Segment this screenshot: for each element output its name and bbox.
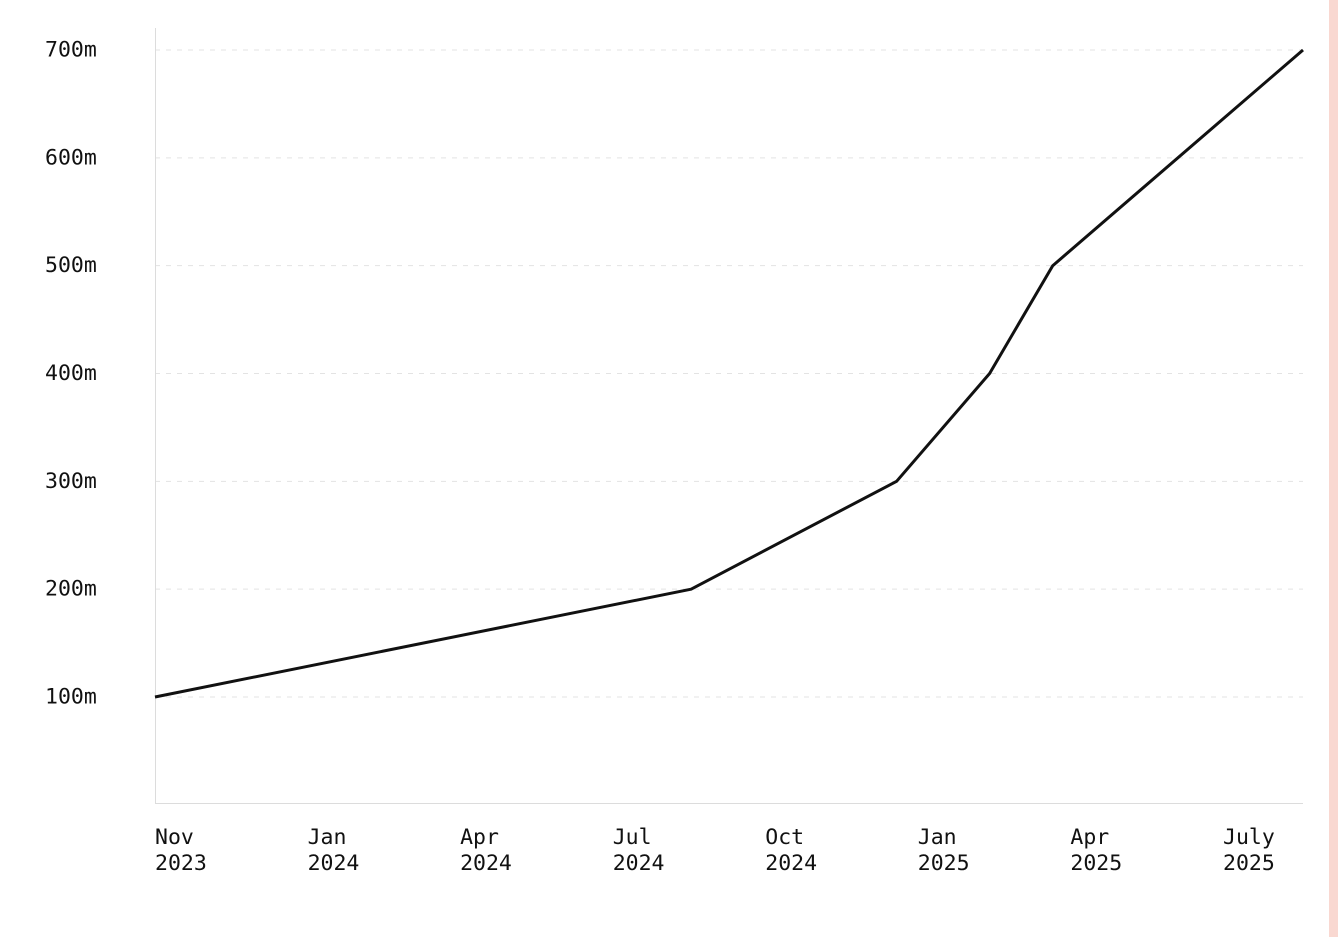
x-tick-label-year: 2024	[460, 851, 512, 876]
series-line	[154, 48, 1304, 699]
x-tick-label-month: Apr	[460, 825, 499, 850]
x-tick-label-year: 2024	[765, 851, 817, 876]
x-tick-label-year: 2024	[308, 851, 360, 876]
right-edge-strip	[1329, 0, 1338, 937]
x-tick-label-year: 2025	[918, 851, 970, 876]
x-tick-label-month: Jul	[613, 825, 652, 850]
x-tick-label-year: 2023	[155, 851, 207, 876]
y-tick-label: 700m	[45, 38, 97, 63]
x-tick-label-year: 2025	[1223, 851, 1275, 876]
x-tick-label-month: Jan	[918, 825, 957, 850]
x-tick-label-month: Oct	[765, 825, 804, 850]
y-tick-label: 200m	[45, 577, 97, 602]
x-tick-label-month: Jan	[308, 825, 347, 850]
y-tick-label: 100m	[45, 685, 97, 710]
x-tick-label-month: Apr	[1070, 825, 1109, 850]
y-tick-label: 400m	[45, 361, 97, 386]
y-tick-label: 600m	[45, 145, 97, 170]
x-tick-label-year: 2025	[1070, 851, 1122, 876]
y-tick-label: 300m	[45, 469, 97, 494]
x-tick-label-month: July	[1223, 825, 1275, 850]
x-tick-label-month: Nov	[155, 825, 194, 850]
x-tick-label-year: 2024	[613, 851, 665, 876]
y-tick-label: 500m	[45, 253, 97, 278]
